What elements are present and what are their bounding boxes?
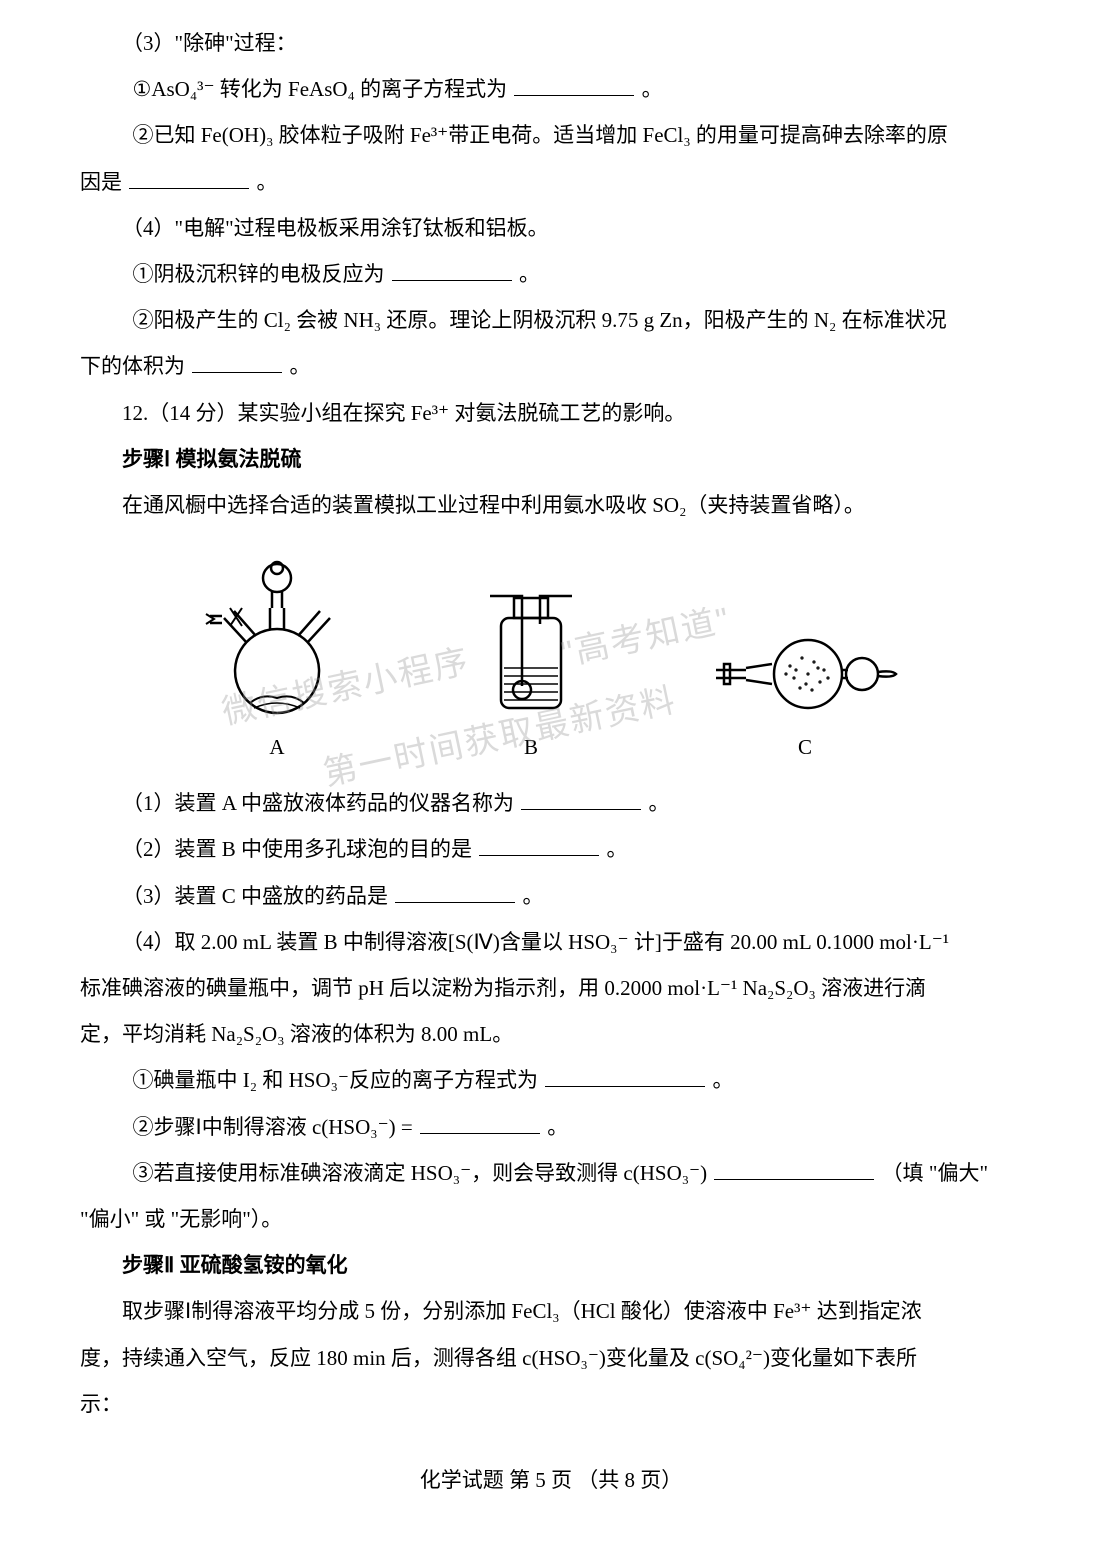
text: 。 xyxy=(290,354,311,378)
q12-step2-a: 取步骤Ⅰ制得溶液平均分成 5 份，分别添加 FeCl₃（HCl 酸化）使溶液中 … xyxy=(80,1288,1022,1334)
text: 。 xyxy=(257,170,278,194)
apparatus-a: A xyxy=(202,548,352,770)
apparatus-c: C xyxy=(710,628,900,770)
label-b: B xyxy=(524,724,538,770)
page-footer: 化学试题 第 5 页 （共 8 页） xyxy=(80,1457,1022,1503)
blank xyxy=(514,73,634,96)
blank xyxy=(392,258,512,281)
text: 因是 xyxy=(80,170,122,194)
text: ①阴极沉积锌的电极反应为 xyxy=(133,262,385,286)
text: 。 xyxy=(712,1068,733,1092)
q12-step2-c: 示： xyxy=(80,1381,1022,1427)
q12-4-3c: "偏小" 或 "无影响"）。 xyxy=(80,1196,1022,1242)
text: 。 xyxy=(607,837,628,861)
apparatus-b: B xyxy=(476,568,586,770)
blank xyxy=(129,165,249,188)
q11-3-title: （3）"除砷"过程： xyxy=(80,20,1022,66)
blank xyxy=(545,1064,705,1087)
q12-step1-desc: 在通风橱中选择合适的装置模拟工业过程中利用氨水吸收 SO₂（夹持装置省略）。 xyxy=(80,482,1022,528)
text: （填 "偏大" xyxy=(882,1161,988,1185)
q11-3-2b: 因是 。 xyxy=(80,159,1022,205)
q12-step2-b: 度，持续通入空气，反应 180 min 后，测得各组 c(HSO₃⁻)变化量及 … xyxy=(80,1335,1022,1381)
q12-step1-title: 步骤Ⅰ 模拟氨法脱硫 xyxy=(80,436,1022,482)
q11-4-1: ①阴极沉积锌的电极反应为 。 xyxy=(80,251,1022,297)
q11-3-2a: ②已知 Fe(OH)₃ 胶体粒子吸附 Fe³⁺带正电荷。适当增加 FeCl₃ 的… xyxy=(80,112,1022,158)
q11-4-2a: ②阳极产生的 Cl₂ 会被 NH₃ 还原。理论上阴极沉积 9.75 g Zn，阳… xyxy=(80,297,1022,343)
bottle-b-icon xyxy=(476,568,586,718)
q12-4a: （4）取 2.00 mL 装置 B 中制得溶液[S(Ⅳ)含量以 HSO₃⁻ 计]… xyxy=(80,919,1022,965)
q12-4-2: ②步骤Ⅰ中制得溶液 c(HSO₃⁻) = 。 xyxy=(80,1104,1022,1150)
q11-4-title: （4）"电解"过程电极板采用涂钌钛板和铝板。 xyxy=(80,205,1022,251)
q11-4-2b: 下的体积为 。 xyxy=(80,343,1022,389)
text: ②步骤Ⅰ中制得溶液 c(HSO₃⁻) = xyxy=(133,1115,413,1139)
q12-title: 12.（14 分）某实验小组在探究 Fe³⁺ 对氨法脱硫工艺的影响。 xyxy=(80,390,1022,436)
q11-3-1: ①AsO₄³⁻ 转化为 FeAsO₄ 的离子方程式为 。 xyxy=(80,66,1022,112)
q12-3: （3）装置 C 中盛放的药品是 。 xyxy=(80,873,1022,919)
q12-4b: 标准碘溶液的碘量瓶中，调节 pH 后以淀粉为指示剂，用 0.2000 mol·L… xyxy=(80,965,1022,1011)
q12-2: （2）装置 B 中使用多孔球泡的目的是 。 xyxy=(80,826,1022,872)
q12-4-3a: ③若直接使用标准碘溶液滴定 HSO₃⁻，则会导致测得 c(HSO₃⁻) （填 "… xyxy=(80,1150,1022,1196)
q12-4c: 定，平均消耗 Na₂S₂O₃ 溶液的体积为 8.00 mL。 xyxy=(80,1011,1022,1057)
q12-1: （1）装置 A 中盛放液体药品的仪器名称为 。 xyxy=(80,780,1022,826)
blank xyxy=(521,787,641,810)
blank xyxy=(420,1110,540,1133)
text: （3）装置 C 中盛放的药品是 xyxy=(122,884,388,908)
blank xyxy=(714,1157,874,1180)
label-c: C xyxy=(798,724,812,770)
text: ①碘量瓶中 I₂ 和 HSO₃⁻反应的离子方程式为 xyxy=(133,1068,538,1092)
flask-a-icon xyxy=(202,548,352,718)
text: 。 xyxy=(642,77,663,101)
tube-c-icon xyxy=(710,628,900,718)
text: 。 xyxy=(523,884,544,908)
text: 。 xyxy=(649,791,670,815)
blank xyxy=(395,880,515,903)
text: 。 xyxy=(519,262,540,286)
text: ③若直接使用标准碘溶液滴定 HSO₃⁻，则会导致测得 c(HSO₃⁻) xyxy=(133,1161,708,1185)
q12-step2-title: 步骤Ⅱ 亚硫酸氢铵的氧化 xyxy=(80,1242,1022,1288)
text: （2）装置 B 中使用多孔球泡的目的是 xyxy=(122,837,472,861)
q12-4-1: ①碘量瓶中 I₂ 和 HSO₃⁻反应的离子方程式为 。 xyxy=(80,1057,1022,1103)
label-a: A xyxy=(269,724,284,770)
text: （1）装置 A 中盛放液体药品的仪器名称为 xyxy=(122,791,514,815)
text: ①AsO₄³⁻ 转化为 FeAsO₄ 的离子方程式为 xyxy=(133,77,508,101)
blank xyxy=(479,833,599,856)
text: 。 xyxy=(547,1115,568,1139)
apparatus-diagram-row: A B xyxy=(140,548,962,770)
text: 下的体积为 xyxy=(80,354,185,378)
blank xyxy=(192,350,282,373)
